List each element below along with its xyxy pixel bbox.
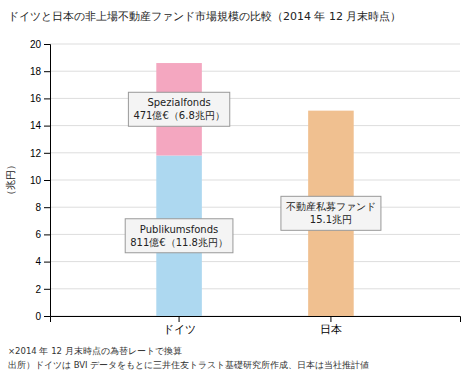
y-tick-label: 0 xyxy=(35,311,41,322)
grid-line xyxy=(50,234,460,235)
y-tick-mark xyxy=(44,234,50,235)
y-tick-mark xyxy=(44,316,50,317)
y-tick-mark xyxy=(44,289,50,290)
chart: ドイツと日本の非上場不動産ファンド市場規模の比較（2014 年 12 月末時点）… xyxy=(0,0,476,380)
y-axis: 0 2 4 6 8 10 12 14 16 18 20 xyxy=(30,39,51,322)
annotation-line: Publikumsfonds xyxy=(140,224,218,235)
y-tick-label: 12 xyxy=(30,148,42,159)
y-tick-label: 10 xyxy=(30,175,42,186)
annotation-text: Spezialfonds 471億€（6.8兆円） xyxy=(133,97,224,121)
grid-line xyxy=(50,98,460,99)
y-tick-mark xyxy=(44,44,50,45)
y-tick-mark xyxy=(44,153,50,154)
x-tick: ドイツ xyxy=(163,316,196,335)
grid-line xyxy=(50,125,460,126)
y-tick-label: 16 xyxy=(30,93,42,104)
grid-line xyxy=(50,207,460,208)
x-axis-line xyxy=(51,317,461,323)
y-tick: 6 xyxy=(35,229,50,240)
annotations: Publikumsfonds 811億€（11.8兆円） Spezialfonds 4… xyxy=(125,92,381,252)
y-tick-mark xyxy=(44,98,50,99)
annotation-line: 471億€（6.8兆円） xyxy=(133,110,224,121)
y-tick: 2 xyxy=(35,284,50,295)
y-tick-label: 8 xyxy=(35,202,41,213)
y-tick: 12 xyxy=(30,148,50,159)
y-tick: 4 xyxy=(35,256,50,267)
annotation: 不動産私募ファンド 15.1兆円 xyxy=(281,196,381,230)
grid xyxy=(50,44,460,316)
y-tick: 10 xyxy=(30,175,50,186)
annotation-box xyxy=(281,196,381,230)
annotation-line: 不動産私募ファンド xyxy=(286,201,376,212)
annotation-line: Spezialfonds xyxy=(147,97,210,108)
x-tick-label: 日本 xyxy=(320,323,342,335)
x-tick-mark xyxy=(330,316,331,322)
annotation-line: 15.1兆円 xyxy=(310,214,352,225)
y-axis-label: （兆円） xyxy=(5,160,16,200)
footnote: 出所）ドイツは BVI データをもとに三井住友トラスト基礎研究所作成、日本は当社… xyxy=(8,360,369,370)
x-tick: 日本 xyxy=(320,316,342,335)
y-tick-label: 20 xyxy=(30,39,42,50)
plot: ドイツ 日本 0 2 4 6 8 10 12 14 16 18 20 Publikumsfonds 811億… xyxy=(30,39,461,335)
y-tick: 16 xyxy=(30,93,50,104)
annotation-box xyxy=(128,92,229,126)
annotation-line: 811億€（11.8兆円） xyxy=(130,237,228,248)
y-tick: 20 xyxy=(30,39,50,50)
y-axis-line xyxy=(44,45,51,317)
grid-line xyxy=(50,44,460,45)
annotation: Publikumsfonds 811億€（11.8兆円） xyxy=(125,219,233,253)
y-tick-mark xyxy=(44,207,50,208)
y-tick-label: 18 xyxy=(30,66,42,77)
grid-line xyxy=(50,288,460,289)
footnote: ×2014 年 12 月末時点の為替レートで換算 xyxy=(8,346,182,356)
grid-line xyxy=(50,71,460,72)
y-tick-mark xyxy=(44,71,50,72)
y-tick-mark xyxy=(44,180,50,181)
y-tick-mark xyxy=(44,126,50,127)
y-tick: 14 xyxy=(30,120,50,131)
annotation: Spezialfonds 471億€（6.8兆円） xyxy=(128,92,229,126)
y-tick-label: 4 xyxy=(35,256,41,267)
x-tick-mark xyxy=(179,316,180,322)
x-axis: ドイツ 日本 xyxy=(51,316,461,335)
annotation-text: 不動産私募ファンド 15.1兆円 xyxy=(286,201,376,225)
y-tick-label: 14 xyxy=(30,120,42,131)
y-tick: 8 xyxy=(35,202,50,213)
y-tick-label: 2 xyxy=(35,284,41,295)
y-tick: 0 xyxy=(35,311,50,322)
grid-line xyxy=(50,261,460,262)
y-tick-label: 6 xyxy=(35,229,41,240)
annotation-box xyxy=(125,219,233,253)
y-tick-mark xyxy=(44,262,50,263)
annotation-text: Publikumsfonds 811億€（11.8兆円） xyxy=(130,224,228,248)
grid-line xyxy=(50,152,460,153)
title: ドイツと日本の非上場不動産ファンド市場規模の比較（2014 年 12 月末時点） xyxy=(8,10,401,23)
grid-line xyxy=(50,180,460,181)
y-tick: 18 xyxy=(30,66,50,77)
x-tick-label: ドイツ xyxy=(163,323,196,335)
